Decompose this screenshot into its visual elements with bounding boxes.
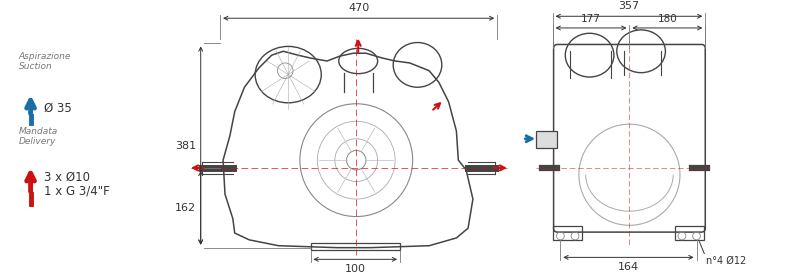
Text: 162: 162 xyxy=(174,203,196,213)
Text: 3 x Ø10: 3 x Ø10 xyxy=(44,171,90,184)
Text: Delivery: Delivery xyxy=(19,137,56,145)
Text: 381: 381 xyxy=(174,140,196,151)
Text: 177: 177 xyxy=(581,14,601,24)
Text: Suction: Suction xyxy=(19,62,53,71)
Text: 470: 470 xyxy=(348,3,370,13)
Text: 164: 164 xyxy=(618,262,639,272)
Text: n°4 Ø12: n°4 Ø12 xyxy=(706,255,746,266)
Text: 1 x G 3/4"F: 1 x G 3/4"F xyxy=(44,185,110,198)
Text: Mandata: Mandata xyxy=(19,127,58,136)
Text: 180: 180 xyxy=(658,14,678,24)
Text: Ø 35: Ø 35 xyxy=(44,102,72,115)
Text: 100: 100 xyxy=(345,264,366,274)
Text: 357: 357 xyxy=(618,1,639,11)
Text: Aspirazione: Aspirazione xyxy=(19,52,71,61)
FancyBboxPatch shape xyxy=(536,131,558,148)
